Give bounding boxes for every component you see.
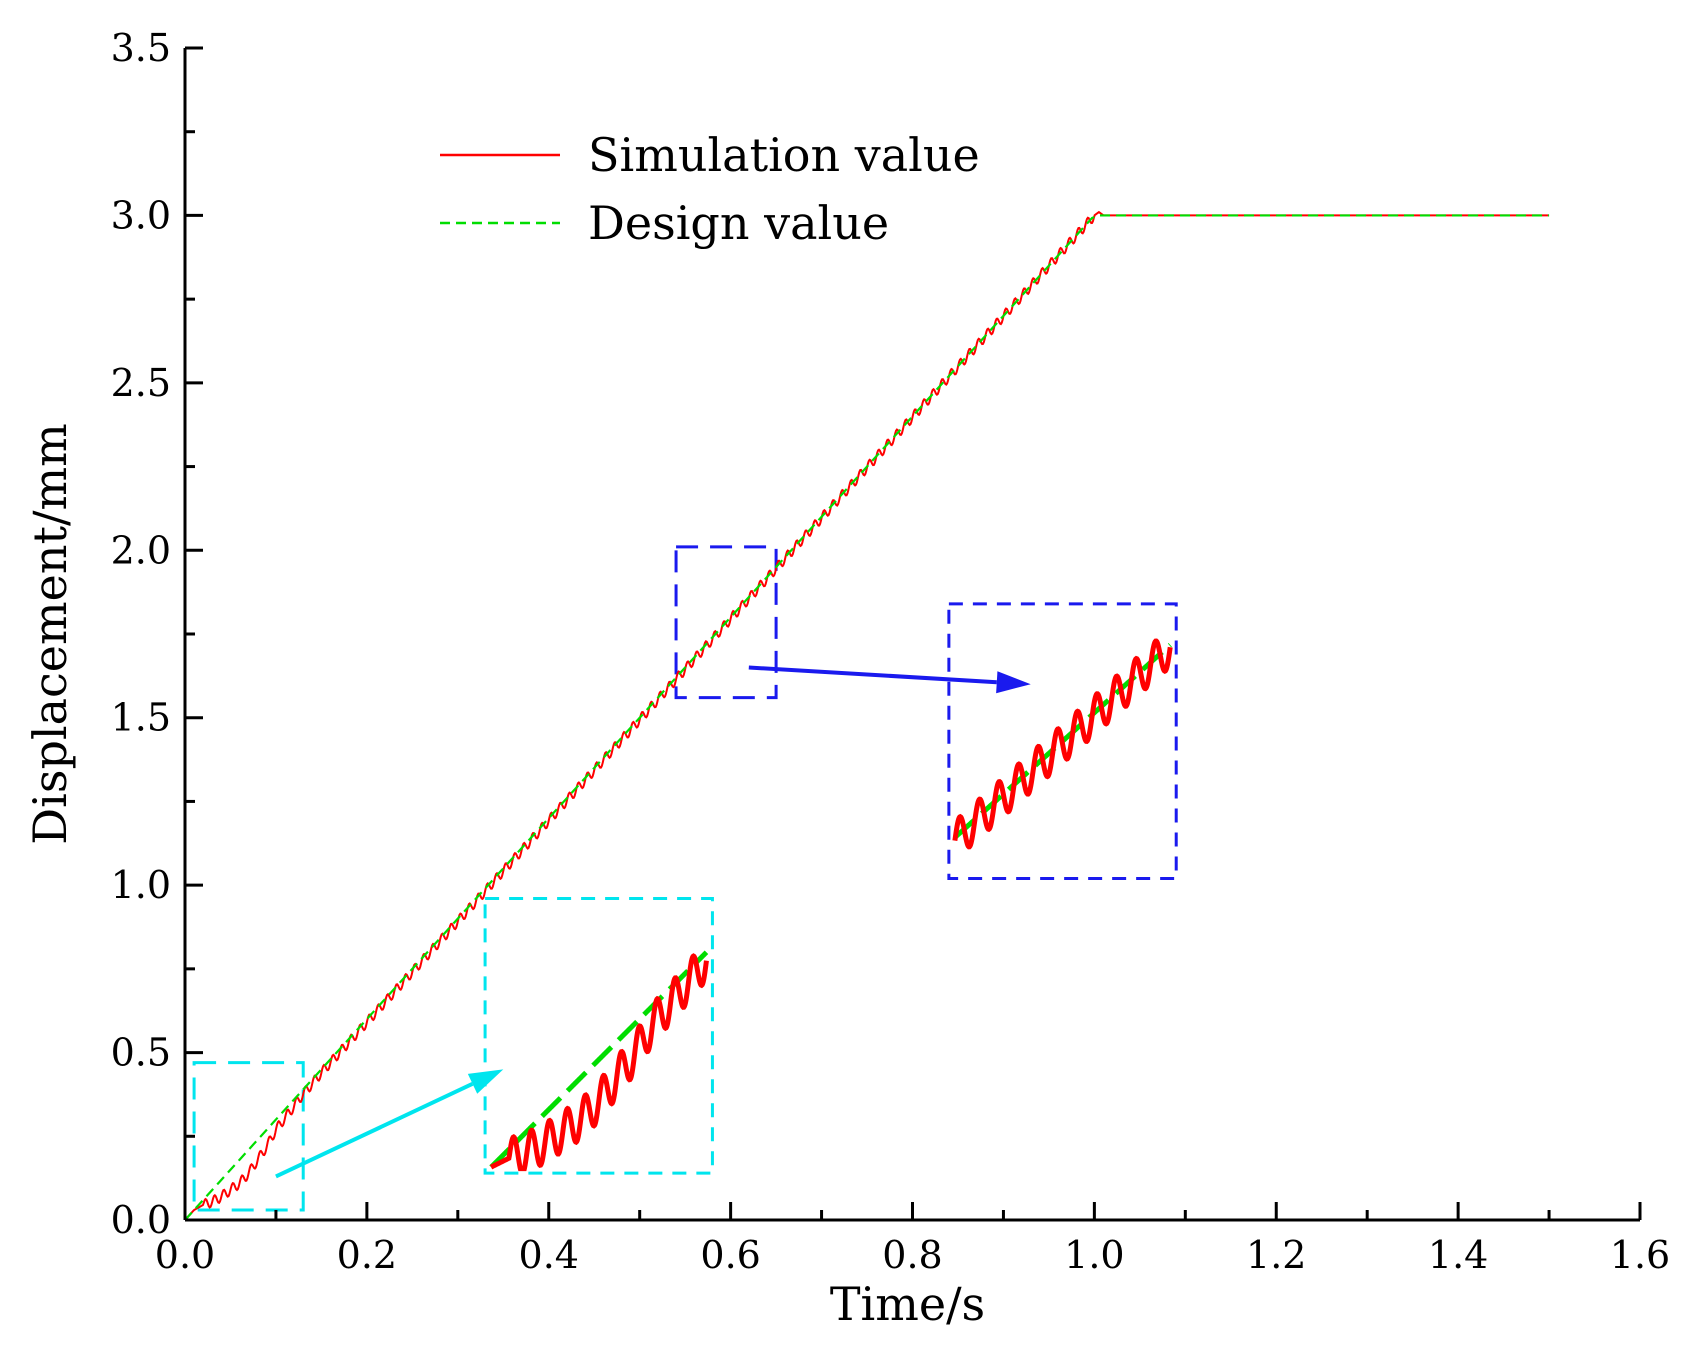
axes: 0.0 0.2 0.4 0.6 0.8 1.0 1.2 1.4 1.6 0.0 0.5 1.0 1.5 2… xyxy=(23,26,1670,1331)
series-line-simulation-value xyxy=(184,210,1550,1221)
x-tick-label: 0.8 xyxy=(882,1233,942,1277)
y-tick-label: 1.5 xyxy=(111,696,171,740)
zoom-box-low-inset-box xyxy=(483,897,714,1175)
zoom-box-low-magnified-simulation xyxy=(489,953,709,1172)
x-tick-label: 1.4 xyxy=(1428,1233,1488,1277)
x-tick-label: 1.6 xyxy=(1610,1233,1670,1277)
series-layer xyxy=(184,210,1550,1221)
zoom-box-mid-magnified xyxy=(952,638,1173,850)
zoom-box-mid-arrow-head xyxy=(996,671,1031,694)
y-tick-label: 2.5 xyxy=(111,361,171,405)
y-tick-label: 0.0 xyxy=(111,1198,171,1242)
zoom-box-low xyxy=(192,897,714,1212)
x-tick-label: 1.0 xyxy=(1064,1233,1124,1277)
zoom-box-mid-magnified-simulation xyxy=(952,638,1173,850)
legend-entry: Design value xyxy=(440,196,889,250)
x-tick-label: 0.4 xyxy=(519,1233,579,1277)
zoom-box-mid xyxy=(674,545,1178,880)
legend-label: Design value xyxy=(588,196,889,250)
x-tick-label: 0.0 xyxy=(155,1233,215,1277)
legend-entry: Simulation value xyxy=(440,128,980,182)
x-tick-label: 0.2 xyxy=(337,1233,397,1277)
legend: Simulation value Design value xyxy=(440,128,980,250)
zoom-box-low-arrow-head xyxy=(467,1069,504,1094)
zoom-box-mid-source-box xyxy=(674,545,778,700)
zoom-box-mid-arrow-shaft xyxy=(748,665,997,685)
y-tick-label: 0.5 xyxy=(111,1031,171,1075)
legend-label: Simulation value xyxy=(588,128,980,182)
y-tick-label: 2.0 xyxy=(111,528,171,572)
zoom-annotations xyxy=(192,545,1178,1212)
x-tick-label: 0.6 xyxy=(700,1233,760,1277)
x-tick-label: 1.2 xyxy=(1246,1233,1306,1277)
y-tick-label: 3.5 xyxy=(111,26,171,70)
y-tick-label: 3.0 xyxy=(111,193,171,237)
zoom-box-low-source-box xyxy=(192,1061,305,1212)
y-tick-label: 1.0 xyxy=(111,863,171,907)
zoom-box-low-magnified xyxy=(489,950,709,1172)
y-axis-label: Displacement/mm xyxy=(23,423,77,844)
zoom-box-low-arrow-shaft xyxy=(275,1082,474,1179)
x-axis-label: Time/s xyxy=(830,1277,985,1331)
series-line-design-value xyxy=(184,214,1550,1221)
